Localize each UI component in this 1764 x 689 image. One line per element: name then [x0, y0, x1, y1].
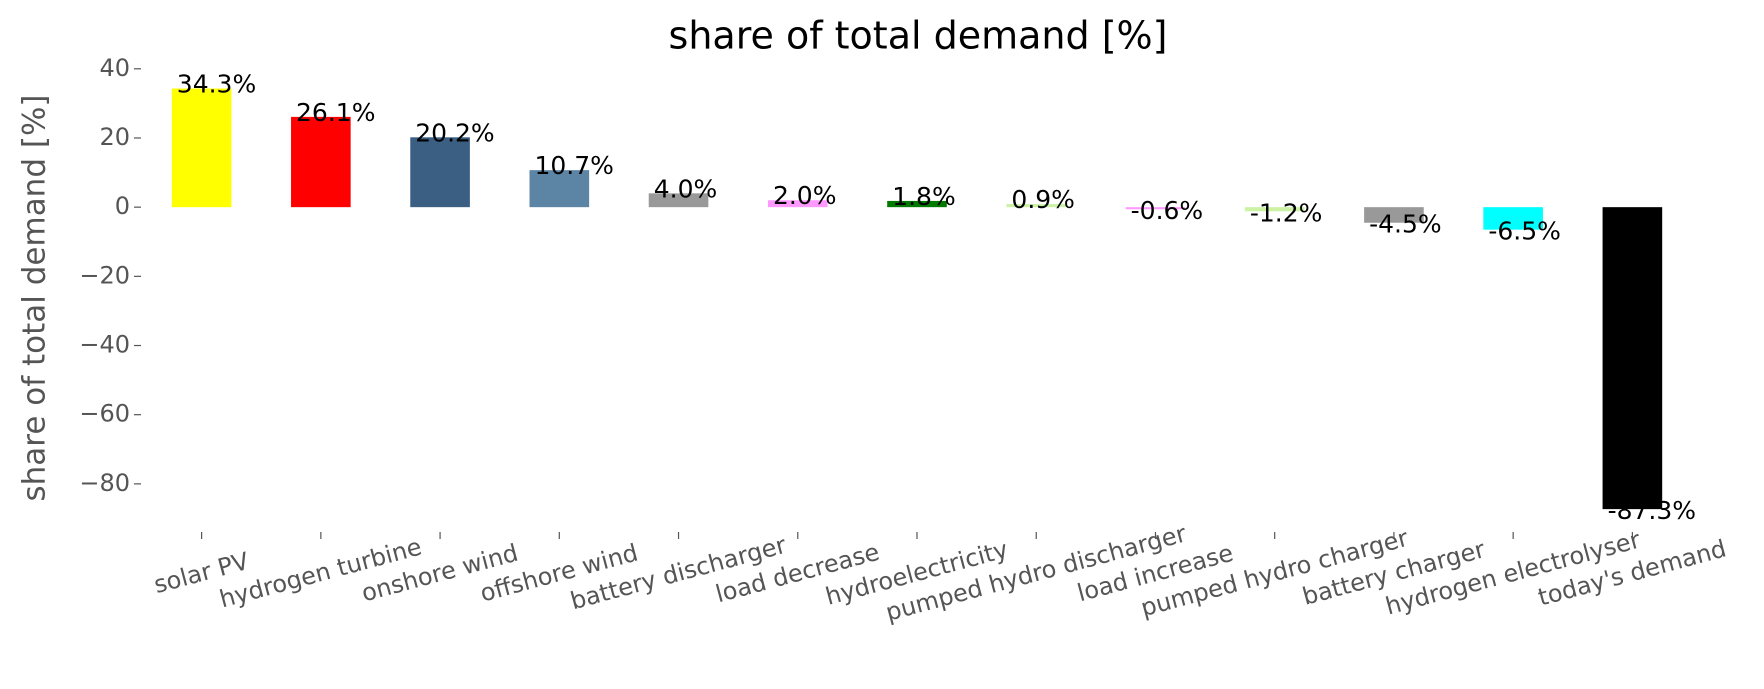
bar — [767, 200, 828, 208]
value-label: 20.2% — [415, 118, 494, 147]
value-label: -0.6% — [1131, 196, 1204, 225]
bar — [1483, 207, 1543, 230]
chart-title: share of total demand [%] — [669, 14, 1168, 58]
value-label: -87.3% — [1608, 496, 1696, 525]
y-tick-label: −20 — [79, 261, 130, 289]
value-label: 34.3% — [177, 70, 256, 99]
bar — [410, 137, 470, 208]
bar — [1602, 207, 1663, 510]
value-label: -1.2% — [1250, 198, 1323, 227]
value-label: 10.7% — [535, 151, 614, 180]
value-label: 26.1% — [296, 98, 375, 127]
value-label: 1.8% — [892, 182, 956, 211]
y-tick-label: −80 — [79, 469, 130, 497]
value-label: 2.0% — [773, 181, 837, 210]
value-label: -6.5% — [1488, 217, 1561, 246]
y-tick-label: 20 — [99, 123, 130, 151]
bar — [887, 200, 947, 208]
value-label: 0.9% — [1011, 185, 1075, 214]
value-label: -4.5% — [1369, 210, 1442, 239]
y-axis-label: share of total demand [%] — [17, 94, 53, 501]
bar — [1244, 207, 1305, 212]
value-label: 4.0% — [654, 174, 718, 203]
bar — [1006, 204, 1067, 208]
bar — [1364, 207, 1424, 223]
bar — [171, 88, 232, 208]
y-tick-label: 0 — [115, 192, 130, 220]
y-tick-label: −60 — [79, 400, 130, 428]
bar — [529, 170, 590, 208]
bar — [648, 193, 709, 208]
y-tick-label: −40 — [79, 331, 130, 359]
bar — [1125, 207, 1186, 210]
y-tick-label: 40 — [99, 54, 130, 82]
bar — [291, 116, 351, 208]
